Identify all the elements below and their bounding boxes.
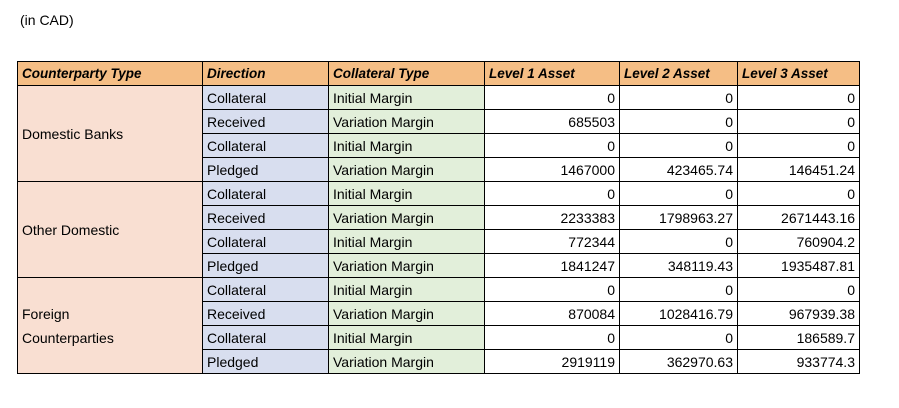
level-1-cell: 772344 bbox=[484, 229, 620, 254]
level-3-cell: 967939.38 bbox=[737, 301, 860, 326]
table-row: Received Variation Margin 2233383 179896… bbox=[18, 205, 860, 230]
level-2-cell: 0 bbox=[619, 229, 738, 254]
level-2-cell: 423465.74 bbox=[619, 157, 738, 182]
level-2-cell: 362970.63 bbox=[619, 349, 738, 374]
level-3-cell: 0 bbox=[737, 109, 860, 134]
table-row: Pledged Variation Margin 2919119 362970.… bbox=[18, 349, 860, 374]
counterparty-label: Foreign bbox=[22, 305, 70, 322]
level-1-cell: 0 bbox=[484, 325, 620, 350]
counterparty-cell: Other Domestic bbox=[17, 181, 203, 278]
collateral-type-cell: Initial Margin bbox=[328, 229, 485, 254]
level-3-cell: 0 bbox=[737, 277, 860, 302]
collateral-type-cell: Initial Margin bbox=[328, 277, 485, 302]
collateral-type-cell: Variation Margin bbox=[328, 109, 485, 134]
counterparty-label: Counterparties bbox=[22, 329, 114, 346]
level-3-cell: 186589.7 bbox=[737, 325, 860, 350]
direction-cell: Pledged bbox=[202, 253, 329, 278]
header-level-1-asset: Level 1 Asset bbox=[484, 61, 620, 86]
collateral-type-cell: Variation Margin bbox=[328, 157, 485, 182]
collateral-type-cell: Initial Margin bbox=[328, 325, 485, 350]
level-2-cell: 0 bbox=[619, 277, 738, 302]
level-1-cell: 0 bbox=[484, 85, 620, 110]
counterparty-label: Other Domestic bbox=[22, 221, 120, 238]
collateral-type-cell: Initial Margin bbox=[328, 85, 485, 110]
collateral-type-cell: Variation Margin bbox=[328, 301, 485, 326]
level-2-cell: 0 bbox=[619, 109, 738, 134]
direction-cell: Collateral bbox=[202, 277, 329, 302]
level-1-cell: 2233383 bbox=[484, 205, 620, 230]
units-caption: (in CAD) bbox=[20, 12, 74, 28]
level-1-cell: 1467000 bbox=[484, 157, 620, 182]
level-2-cell: 1028416.79 bbox=[619, 301, 738, 326]
collateral-type-cell: Initial Margin bbox=[328, 181, 485, 206]
level-2-cell: 0 bbox=[619, 325, 738, 350]
header-direction: Direction bbox=[202, 61, 329, 86]
direction-cell: Collateral bbox=[202, 325, 329, 350]
direction-cell: Pledged bbox=[202, 349, 329, 374]
level-3-cell: 0 bbox=[737, 85, 860, 110]
direction-cell: Received bbox=[202, 301, 329, 326]
collateral-type-cell: Variation Margin bbox=[328, 205, 485, 230]
table-row: Domestic Banks Collateral Initial Margin… bbox=[17, 85, 860, 182]
collateral-type-cell: Variation Margin bbox=[328, 349, 485, 374]
header-collateral-type: Collateral Type bbox=[328, 61, 485, 86]
level-2-cell: 0 bbox=[619, 85, 738, 110]
level-3-cell: 933774.3 bbox=[737, 349, 860, 374]
table-row: Collateral Initial Margin 0 0 186589.7 bbox=[18, 325, 860, 350]
table-row: Received Variation Margin 870084 1028416… bbox=[18, 301, 860, 326]
level-3-cell: 146451.24 bbox=[737, 157, 860, 182]
direction-cell: Collateral bbox=[202, 229, 329, 254]
level-2-cell: 0 bbox=[619, 133, 738, 158]
level-1-cell: 1841247 bbox=[484, 253, 620, 278]
level-2-cell: 0 bbox=[619, 181, 738, 206]
table-row: Received Variation Margin 685503 0 0 bbox=[18, 109, 860, 134]
level-1-cell: 0 bbox=[484, 181, 620, 206]
level-2-cell: 1798963.27 bbox=[619, 205, 738, 230]
counterparty-cell: Foreign Counterparties bbox=[17, 277, 203, 374]
level-3-cell: 760904.2 bbox=[737, 229, 860, 254]
level-1-cell: 2919119 bbox=[484, 349, 620, 374]
counterparty-cell: Domestic Banks bbox=[17, 85, 203, 182]
table-row: Foreign Counterparties Collateral Initia… bbox=[17, 277, 860, 374]
level-2-cell: 348119.43 bbox=[619, 253, 738, 278]
header-level-2-asset: Level 2 Asset bbox=[619, 61, 738, 86]
header-counterparty-type: Counterparty Type bbox=[17, 61, 203, 86]
header-row: Counterparty Type Direction Collateral T… bbox=[17, 61, 860, 86]
level-1-cell: 0 bbox=[484, 133, 620, 158]
direction-cell: Received bbox=[202, 205, 329, 230]
level-3-cell: 0 bbox=[737, 133, 860, 158]
level-1-cell: 870084 bbox=[484, 301, 620, 326]
direction-cell: Collateral bbox=[202, 181, 329, 206]
table-row: Collateral Initial Margin 0 0 0 bbox=[18, 133, 860, 158]
table-row: Collateral Initial Margin 772344 0 76090… bbox=[18, 229, 860, 254]
direction-cell: Collateral bbox=[202, 85, 329, 110]
header-level-3-asset: Level 3 Asset bbox=[737, 61, 860, 86]
table-row: Other Domestic Collateral Initial Margin… bbox=[17, 181, 860, 278]
level-3-cell: 2671443.16 bbox=[737, 205, 860, 230]
collateral-type-cell: Initial Margin bbox=[328, 133, 485, 158]
level-1-cell: 685503 bbox=[484, 109, 620, 134]
direction-cell: Received bbox=[202, 109, 329, 134]
level-3-cell: 0 bbox=[737, 181, 860, 206]
counterparty-label: Domestic Banks bbox=[22, 125, 124, 142]
collateral-table: Counterparty Type Direction Collateral T… bbox=[17, 61, 860, 374]
collateral-type-cell: Variation Margin bbox=[328, 253, 485, 278]
direction-cell: Collateral bbox=[202, 133, 329, 158]
level-1-cell: 0 bbox=[484, 277, 620, 302]
level-3-cell: 1935487.81 bbox=[737, 253, 860, 278]
direction-cell: Pledged bbox=[202, 157, 329, 182]
